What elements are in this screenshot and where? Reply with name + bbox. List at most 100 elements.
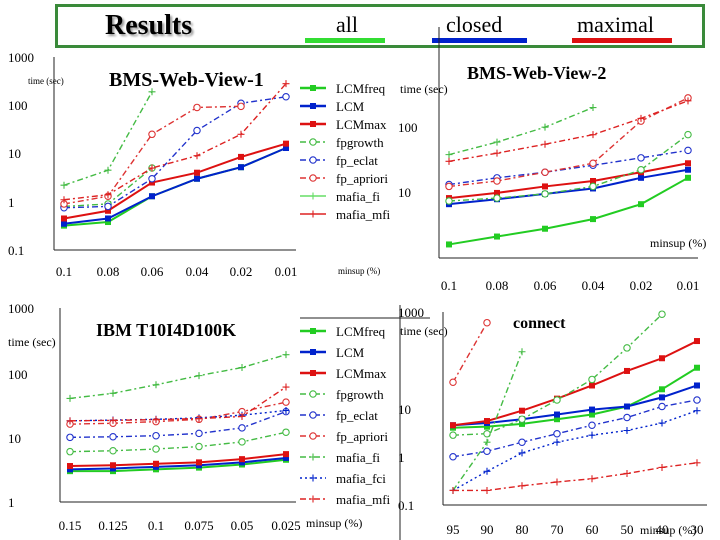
chart3-point-LCM xyxy=(283,454,289,461)
chart1-legend-label: LCM xyxy=(336,99,365,114)
chart3-point-mafia-fi xyxy=(152,381,160,389)
chart1-ytick-label: 100 xyxy=(8,98,28,113)
chart3-point-fpgrowth xyxy=(109,447,117,455)
chart2-xtick-label: 0.1 xyxy=(441,278,457,293)
chart4-point-fp-eclat xyxy=(518,438,526,446)
chart4-point-LCM xyxy=(589,406,595,413)
chart3-point-fp-eclat xyxy=(109,433,117,441)
chart3-series-fp-apriori xyxy=(69,401,287,425)
chart4-point-LCMfreq xyxy=(519,420,525,427)
chart2-point-mafia-fi xyxy=(589,104,597,112)
chart4-xtick-label: 40 xyxy=(656,522,669,537)
chart3-series-LCMmax xyxy=(69,453,287,468)
chart1-ylabel: time (sec) xyxy=(28,76,64,86)
chart3-point-fpgrowth xyxy=(282,428,290,436)
chart4-point-mafia-mfi xyxy=(693,459,701,467)
chart3-series-mafia-fi xyxy=(69,353,287,400)
chart1-point-LCMmax xyxy=(105,207,111,214)
chart3-legend-label: mafia_fi xyxy=(336,450,380,465)
chart3-point-LCMmax xyxy=(196,459,202,466)
chart1-point-fp-eclat xyxy=(104,202,112,211)
chart2-point-mafia-mfi xyxy=(493,149,501,157)
chart3-ytick-label: 1000 xyxy=(8,301,34,316)
chart1-ytick-label: 1 xyxy=(8,195,15,210)
chart4-point-fp-eclat xyxy=(658,402,666,411)
chart4-point-LCMfreq xyxy=(694,364,700,371)
chart4-title: connect xyxy=(513,315,566,332)
chart4-point-mafia-mfi xyxy=(449,486,457,494)
chart3-point-fpgrowth xyxy=(152,445,160,453)
chart1-legend-marker xyxy=(309,138,317,146)
chart4-point-mafia-mfi xyxy=(553,478,561,486)
chart4-point-mafia-mfi xyxy=(518,482,526,490)
chart3-point-mafia-fci xyxy=(282,406,290,414)
chart4-series-mafia-mfi xyxy=(453,462,698,492)
chart4-point-fp-eclat xyxy=(693,396,701,404)
chart4-point-mafia-fci xyxy=(518,449,526,457)
chart2-point-LCMfreq xyxy=(494,233,500,240)
chart2-point-mafia-fi xyxy=(541,123,549,131)
chart2-point-fp-apriori xyxy=(493,177,501,185)
chart4-series-mafia-fci xyxy=(452,410,698,492)
chart3-legend-label: LCMfreq xyxy=(336,324,386,339)
chart2-point-mafia-fi xyxy=(493,138,501,146)
chart1-point-mafia-mfi xyxy=(148,164,156,172)
chart3-legend-label: fp_apriori xyxy=(336,429,388,444)
chart4-point-fp-apriori xyxy=(483,318,491,327)
chart1-point-LCM xyxy=(61,220,67,227)
chart4-xtick-label: 80 xyxy=(516,522,529,537)
chart4-series-LCM xyxy=(452,384,698,427)
chart1-legend-label: LCMfreq xyxy=(336,81,386,96)
header-legend-all-swatch xyxy=(305,38,385,43)
chart4-point-LCMmax xyxy=(659,355,665,362)
chart2-point-fpgrowth xyxy=(637,165,645,174)
chart2-point-LCMmax xyxy=(590,178,596,184)
chart2-xtick-label: 0.08 xyxy=(486,278,509,293)
chart3-point-LCMmax xyxy=(67,463,73,470)
chart3-legend-marker xyxy=(309,495,317,503)
chart4-point-fp-eclat xyxy=(483,447,491,456)
chart1-point-LCM xyxy=(194,175,200,182)
chart1-legend-label: fp_eclat xyxy=(336,153,378,168)
chart1-xtick-label: 0.04 xyxy=(186,264,209,279)
chart2-point-mafia-mfi xyxy=(445,157,453,165)
chart1-legend-marker xyxy=(310,85,316,91)
chart1-legend-marker xyxy=(310,121,316,127)
chart1-xtick-label: 0.1 xyxy=(56,264,72,279)
chart3-point-LCMmax xyxy=(283,451,289,458)
chart4-point-LCMmax xyxy=(484,418,490,425)
chart3-ytick-label: 100 xyxy=(8,367,28,382)
chart3-point-mafia-mfi xyxy=(152,416,160,424)
chart2-series-LCM xyxy=(448,168,689,206)
chart3-legend-label: LCM xyxy=(336,345,365,360)
chart1-series-fp-apriori xyxy=(63,105,242,205)
chart1-ytick-label: 0.1 xyxy=(8,243,24,258)
chart2-point-LCM xyxy=(685,166,691,173)
chart4-point-LCM xyxy=(554,411,560,418)
chart1-point-mafia-fi xyxy=(60,181,68,189)
chart3-xtick-label: 0.075 xyxy=(184,518,213,533)
chart3-xlabel: minsup (%) xyxy=(306,516,362,530)
chart2-point-LCMfreq xyxy=(685,174,691,181)
chart4-ytick-label: 10 xyxy=(398,402,411,417)
chart1-point-mafia-fi xyxy=(148,88,156,96)
chart3-point-LCMmax xyxy=(239,456,245,463)
chart3-legend-marker xyxy=(309,432,317,440)
chart3-legend-marker xyxy=(309,411,317,419)
chart2-xtick-label: 0.04 xyxy=(582,278,605,293)
header-legend-all-label: all xyxy=(336,12,358,37)
chart4-point-fpgrowth xyxy=(623,344,631,352)
chart4-point-mafia-fci xyxy=(693,407,701,415)
header-legend-closed-label: closed xyxy=(446,12,503,37)
chart1-point-mafia-mfi xyxy=(193,152,201,160)
chart2-point-mafia-mfi xyxy=(589,131,597,139)
chart2-point-LCMmax xyxy=(494,189,500,196)
chart3-series-LCMfreq xyxy=(70,458,287,473)
chart4-point-mafia-fi xyxy=(518,348,526,356)
chart1-point-LCM xyxy=(238,164,244,171)
chart1-xtick-label: 0.02 xyxy=(230,264,253,279)
chart1-ytick-label: 10 xyxy=(8,146,21,161)
chart2-point-mafia-mfi xyxy=(637,114,645,122)
chart4-point-LCMfreq xyxy=(589,411,595,418)
chart2-title: BMS-Web-View-2 xyxy=(467,63,606,83)
